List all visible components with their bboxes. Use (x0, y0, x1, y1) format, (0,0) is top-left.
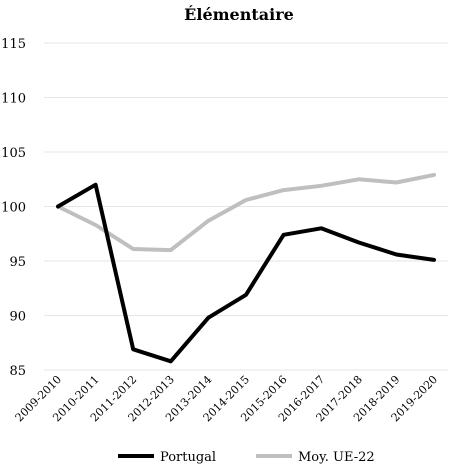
series-line-eu22 (56, 172, 436, 253)
series-lines (56, 172, 436, 364)
legend-label: Moy. UE-22 (298, 450, 375, 465)
y-tick-label: 85 (9, 364, 26, 379)
x-axis-ticks: 2009-20102010-20112011-20122012-20132013… (13, 373, 440, 424)
series-line-portugal (56, 182, 436, 364)
legend-label: Portugal (160, 450, 216, 465)
y-tick-label: 115 (1, 37, 26, 52)
chart-title: Élémentaire (184, 4, 294, 24)
y-tick-label: 110 (1, 92, 26, 107)
y-tick-label: 90 (9, 310, 26, 325)
y-tick-label: 100 (1, 201, 26, 216)
gridlines (44, 42, 448, 371)
y-tick-label: 105 (1, 146, 26, 161)
legend: Portugal Moy. UE-22 (118, 450, 375, 465)
y-axis-ticks: 85 90 95 100 105 110 115 (1, 37, 26, 379)
y-tick-label: 95 (9, 255, 26, 270)
